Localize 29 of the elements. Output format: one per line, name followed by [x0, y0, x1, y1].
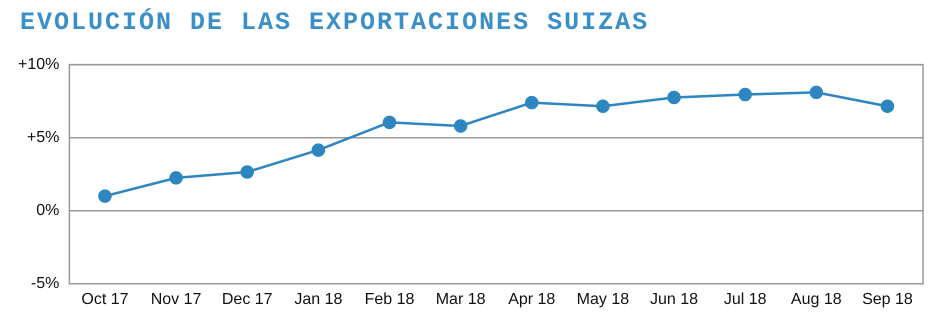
point: [169, 171, 183, 185]
point: [810, 86, 824, 100]
point: [382, 116, 396, 130]
y-tick-label: +10%: [18, 56, 60, 74]
chart-title: EVOLUCIÓN DE LAS EXPORTACIONES SUIZAS: [20, 8, 650, 37]
point: [312, 143, 326, 157]
x-tick-label: Jan 18: [294, 290, 342, 308]
point: [98, 189, 112, 203]
x-tick-label: Dec 17: [222, 290, 273, 308]
point: [738, 88, 752, 102]
point: [596, 100, 610, 113]
x-tick-label: Jul 18: [724, 290, 767, 308]
point: [667, 90, 681, 104]
x-tick-label: Mar 18: [436, 290, 486, 308]
point: [454, 119, 468, 133]
x-tick-label: Apr 18: [508, 290, 556, 308]
point: [525, 96, 538, 110]
x-tick-label: Nov 17: [150, 290, 202, 308]
x-tick-label: Sep 18: [862, 290, 913, 308]
y-tick-label: 0%: [36, 202, 60, 220]
x-tick-label: Oct 17: [81, 290, 129, 308]
point: [240, 165, 254, 179]
x-tick-label: Aug 18: [790, 290, 842, 308]
y-tick-label: -5%: [30, 275, 60, 292]
x-tick-label: Jun 18: [650, 290, 698, 308]
x-tick-label: May 18: [576, 290, 630, 308]
point: [880, 100, 894, 113]
x-tick-label: Feb 18: [364, 290, 414, 308]
y-tick-label: +5%: [26, 129, 60, 146]
